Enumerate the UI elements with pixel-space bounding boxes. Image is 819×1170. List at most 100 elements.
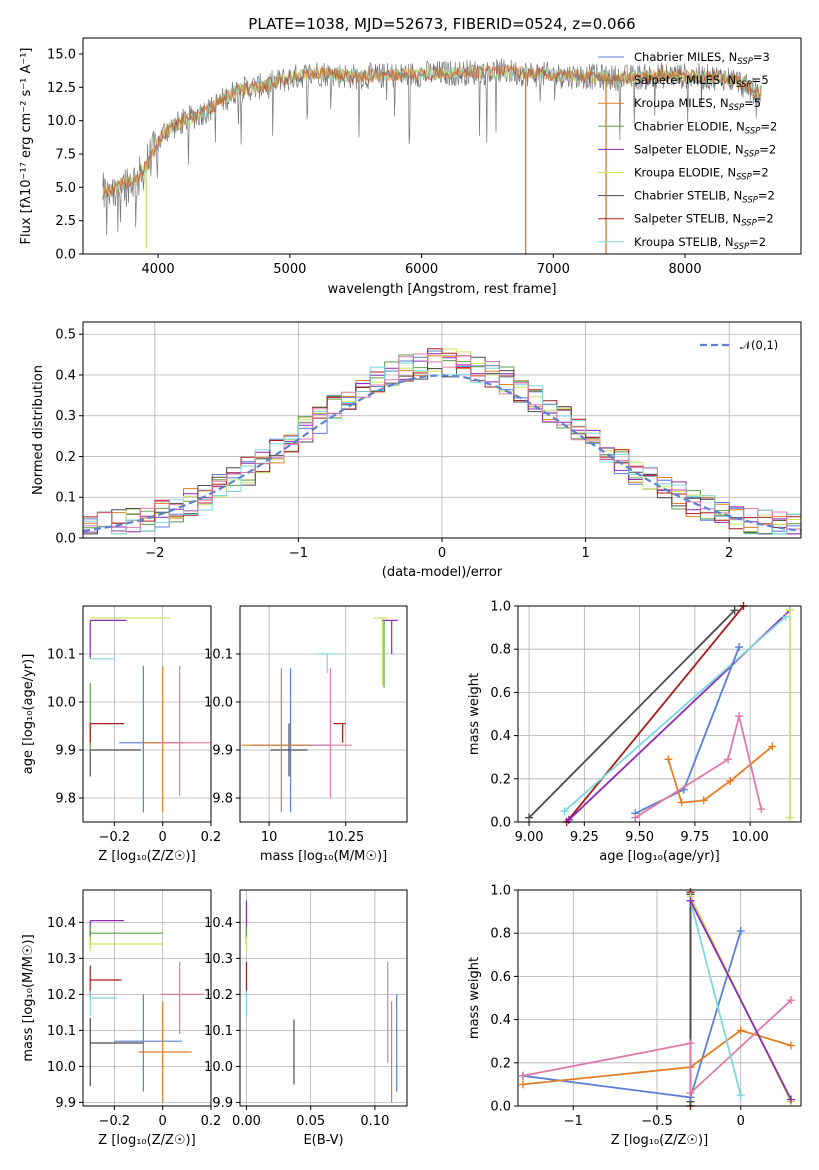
x-tick-label: 7000 [537,262,570,277]
y-tick-label: 9.9 [212,1096,233,1111]
data-point-marker [525,813,534,822]
y-tick-label: 0.1 [55,491,76,506]
series-line-salpeter-elodie [689,900,792,1100]
gaussian-reference-line [83,374,801,532]
data-point-marker [519,1080,528,1089]
x-axis-label: Z [log₁₀(Z/Z☉)] [98,849,195,864]
massweight-vs-Z-panel: −1 −0.5 0 0.0 0.2 0.4 0.6 0.8 1.0 Z [log₁₀(Z/Z☉)]… [467,884,802,1148]
x-tick-label: 0.05 [296,1114,325,1129]
histogram-salpeter-stelib [83,348,801,530]
y-tick-label: 0.2 [55,450,76,465]
data-point-marker [757,805,766,814]
y-tick-label: 10.1 [47,648,76,663]
x-axis-label: (data-model)/error [382,565,503,580]
axes-frame [239,605,408,823]
mass-vs-Z-panel: −0.2 0 0.2 9.9 10.0 10.1 10.2 10.3 10.4 Z [log₁₀(… [21,889,222,1148]
y-axis-label: Normed distribution [31,365,46,495]
series-line-pink [634,715,763,819]
x-tick-label: −1 [564,1114,583,1129]
series-line-kroupa-stelib [689,900,742,1096]
y-tick-label: 10.1 [204,648,233,663]
data-point-marker [786,1041,795,1050]
data-point-marker [699,796,708,805]
axes-frame [82,605,212,823]
y-tick-label: 0.3 [55,409,76,424]
axes-frame [517,889,802,1107]
x-axis-label: E(B-V) [303,1133,343,1148]
x-tick-label: 0.00 [232,1114,261,1129]
spectrum-panel: 4000 5000 6000 7000 8000 0.0 2.5 5.0 7.5 10.0 12.5… [19,15,802,297]
y-tick-label: 10.1 [47,1024,76,1039]
data-point-marker [785,606,794,615]
x-tick-label: 10.00 [732,830,769,845]
y-tick-label: 10.0 [47,1060,76,1075]
axes-frame [82,321,802,539]
x-tick-label: 9.25 [570,830,599,845]
y-tick-label: 0.6 [490,970,511,985]
y-tick-label: 10.0 [47,114,76,129]
legend-label: Kroupa MILES, NSSP=5 [634,96,761,113]
series-line-salpeter-stelib [565,606,745,822]
chart-title: PLATE=1038, MJD=52673, FIBERID=0524, z=0… [248,15,635,33]
legend-label: Salpeter MILES, NSSP=5 [634,73,769,90]
legend-label: 𝒩(0,1) [740,338,778,352]
data-point-marker [724,755,733,764]
series-line-chabrier-stelib [528,609,736,819]
data-point-marker [686,1089,695,1098]
x-tick-label: 0 [159,830,167,845]
x-tick-label: −1 [289,546,308,561]
x-tick-label: 0 [438,546,446,561]
data-point-marker [735,643,744,652]
axes-frame [82,37,802,255]
y-tick-label: 0.2 [490,1056,511,1071]
series-line-kroupa-stelib [563,616,787,812]
y-tick-label: 10.1 [204,1024,233,1039]
data-point-marker [564,815,573,824]
x-axis-label: age [log₁₀(age/yr)] [599,849,720,864]
residuals-panel: −2 −1 0 1 2 0.0 0.1 0.2 0.3 0.4 0.5 (data-model)/er… [31,321,802,580]
y-tick-label: 0.4 [490,729,511,744]
y-tick-label: 0.0 [55,532,76,547]
series-line-kroupa-miles [522,1029,792,1086]
x-tick-label: 0 [737,1114,745,1129]
massweight-vs-age-panel: 9.00 9.25 9.50 9.75 10.00 0.0 0.2 0.4 0.6 0.8 1.0 a… [467,600,802,864]
x-tick-label: 10 [261,830,278,845]
axes-frame [239,889,408,1107]
y-tick-label: 0.0 [490,1100,511,1115]
legend-label: Kroupa ELODIE, NSSP=2 [634,166,769,183]
y-tick-label: 15.0 [47,48,76,63]
data-point-marker [786,996,795,1005]
x-tick-label: 1 [581,546,589,561]
data-point-marker [677,798,686,807]
data-point-marker [768,742,777,751]
y-tick-label: 9.9 [212,744,233,759]
histogram-chabrier-stelib [83,355,801,535]
x-tick-label: 6000 [405,262,438,277]
y-tick-label: 10.3 [204,952,233,967]
legend-label: Salpeter STELIB, NSSP=2 [634,212,774,229]
axes-frame [517,605,802,823]
x-tick-label: 0.2 [201,1114,222,1129]
series-line-pink [522,999,792,1096]
x-tick-label: 0.2 [201,830,222,845]
data-point-marker [519,1071,528,1080]
y-axis-label: mass weight [467,957,482,1039]
series-line-kroupa-miles [667,745,773,804]
histogram-pink [83,353,801,532]
y-tick-label: 9.8 [55,792,76,807]
x-tick-label: 0 [159,1114,167,1129]
data-point-marker [726,776,735,785]
legend-label: Chabrier STELIB, NSSP=2 [634,189,775,206]
data-point-marker [785,813,794,822]
y-tick-label: 1.0 [490,884,511,899]
y-tick-label: 10.0 [204,696,233,711]
x-tick-label: −0.5 [641,1114,673,1129]
x-tick-label: 4000 [142,262,175,277]
y-tick-label: 10.0 [47,696,76,711]
data-point-marker [664,755,673,764]
data-point-marker [631,813,640,822]
y-tick-label: 0.0 [55,248,76,263]
y-axis-label: age [log₁₀(age/yr)] [21,654,36,775]
legend-label: Kroupa STELIB, NSSP=2 [634,235,766,252]
data-point-marker [736,1091,745,1100]
